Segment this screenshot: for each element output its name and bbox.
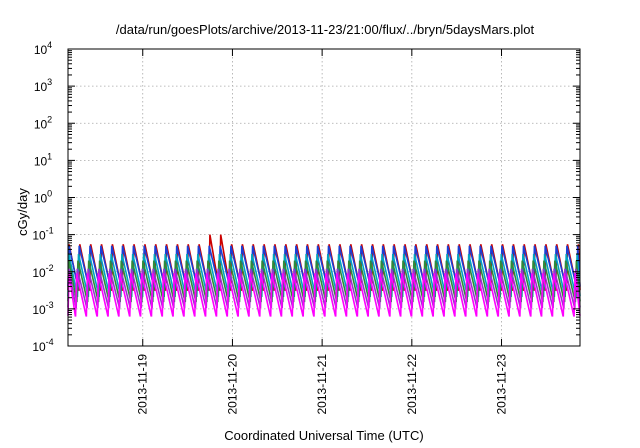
y-tick-label: 103 xyxy=(34,77,52,94)
x-tick-label: 2013-11-20 xyxy=(225,354,239,415)
x-tick-label: 2013-11-22 xyxy=(405,354,419,415)
y-tick-labels: 10-4 10-3 10-2 10-1 100 101 102 103 104 xyxy=(32,40,53,354)
data-series xyxy=(67,234,581,317)
y-tick-label: 10-4 xyxy=(32,337,53,354)
x-tick-label: 2013-11-23 xyxy=(495,354,509,415)
x-tick-labels: 2013-11-19 2013-11-20 2013-11-21 2013-11-22… xyxy=(136,354,509,415)
series-line xyxy=(67,273,581,317)
x-axis-label: Coordinated Universal Time (UTC) xyxy=(224,428,423,443)
y-tick-label: 101 xyxy=(34,151,52,168)
x-tick-label: 2013-11-19 xyxy=(136,354,150,415)
y-tick-label: 10-2 xyxy=(32,263,53,280)
y-tick-label: 102 xyxy=(34,114,52,131)
chart-title: /data/run/goesPlots/archive/2013-11-23/2… xyxy=(116,22,535,37)
y-tick-label: 10-1 xyxy=(32,226,53,243)
series-line xyxy=(67,234,581,291)
y-axis-label: cGy/day xyxy=(15,188,30,236)
axis-ticks xyxy=(68,48,580,347)
y-tick-label: 100 xyxy=(34,189,52,206)
y-tick-label: 10-3 xyxy=(32,300,53,317)
x-tick-label: 2013-11-21 xyxy=(315,354,329,415)
y-tick-label: 104 xyxy=(34,40,52,57)
